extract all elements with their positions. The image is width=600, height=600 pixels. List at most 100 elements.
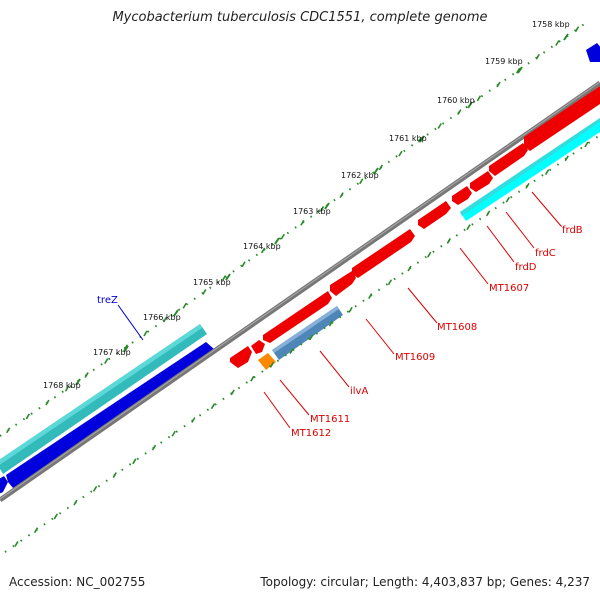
label-trez[interactable]: treZ <box>97 295 118 306</box>
label-frdd[interactable]: frdD <box>515 262 537 273</box>
inner-tick <box>309 334 314 341</box>
feature-trez-rna[interactable] <box>0 324 207 474</box>
leader-frdc <box>505 211 535 249</box>
forward-tracks <box>0 43 600 496</box>
scale-tick <box>324 202 330 210</box>
minor-tick <box>104 358 109 364</box>
minor-tick <box>555 40 560 46</box>
inner-tick <box>407 265 412 272</box>
feature-forward-cds-3[interactable] <box>586 43 600 62</box>
inner-tick <box>53 513 58 520</box>
minor-tick <box>476 95 482 102</box>
feature-mt1609[interactable] <box>263 291 332 343</box>
feature-ilva-shade <box>272 306 339 353</box>
feature-frdd[interactable] <box>418 201 451 229</box>
minor-tick <box>25 413 30 420</box>
minor-tick <box>515 67 521 74</box>
scale-tick <box>517 66 523 74</box>
feature-frdb[interactable] <box>470 171 493 192</box>
feature-forward-cds-1[interactable] <box>6 342 214 488</box>
reverse-tracks <box>230 86 600 370</box>
minor-tick <box>457 109 462 116</box>
leader-trez <box>117 304 144 341</box>
inner-tick <box>525 182 530 189</box>
inner-tick <box>289 348 294 355</box>
minor-tick <box>162 316 168 323</box>
minor-tick <box>45 399 50 406</box>
feature-forward-cds-2[interactable] <box>0 476 8 496</box>
feature-mt1612[interactable] <box>230 346 252 368</box>
scale-tick <box>225 273 231 281</box>
genome-title: Mycobacterium tuberculosis CDC1551, comp… <box>112 10 488 25</box>
scale-label: 1767 kbp <box>93 348 131 357</box>
scale-ticks <box>5 26 580 434</box>
minor-tick <box>123 344 129 351</box>
scale-tick <box>123 345 129 353</box>
feature-frdc[interactable] <box>452 186 472 205</box>
inner-tick <box>387 279 393 286</box>
minor-tick <box>84 372 89 378</box>
feature-mt1608[interactable] <box>330 271 356 296</box>
minor-tick <box>496 81 501 88</box>
inner-tick <box>112 472 117 479</box>
scale-tick <box>274 237 280 245</box>
leader-frdb <box>531 191 562 227</box>
inner-tick <box>151 444 157 451</box>
minor-tick <box>339 192 344 199</box>
leader-mt1612 <box>263 391 291 429</box>
minor-tick <box>5 427 11 434</box>
label-mt1612[interactable]: MT1612 <box>291 428 331 439</box>
inner-tick <box>505 196 510 203</box>
minor-tick <box>260 247 266 254</box>
minor-tick <box>241 261 246 268</box>
inner-tick <box>544 169 550 175</box>
feature-mt1607[interactable] <box>352 229 415 278</box>
inner-tick <box>348 306 353 313</box>
feature-red-upper[interactable] <box>524 86 600 151</box>
feature-orange[interactable] <box>258 353 276 370</box>
inner-tick <box>73 499 78 506</box>
leader-mt1609 <box>365 318 395 355</box>
label-ilva[interactable]: ilvA <box>350 386 368 397</box>
scale-label: 1763 kbp <box>293 207 331 216</box>
inner-tick <box>446 238 452 244</box>
inner-tick <box>171 430 176 437</box>
feature-ilva[interactable] <box>272 306 343 360</box>
minor-tick <box>359 178 364 185</box>
minor-tick <box>202 289 207 295</box>
label-mt1608[interactable]: MT1608 <box>437 322 477 333</box>
inner-tick <box>485 210 491 217</box>
label-frdc[interactable]: frdC <box>535 248 556 259</box>
genome-summary-text: Topology: circular; Length: 4,403,837 bp… <box>260 575 590 589</box>
inner-tick <box>14 541 19 547</box>
minor-tick <box>417 136 423 143</box>
inner-tick <box>584 141 589 148</box>
gene-labels: treZ frdB frdC frdD MT1607 MT1608 MT1609… <box>97 191 583 439</box>
inner-tick <box>427 251 432 258</box>
inner-tick <box>210 403 216 410</box>
label-frdb[interactable]: frdB <box>562 225 583 236</box>
feature-frda[interactable] <box>489 143 528 176</box>
leader-mt1608 <box>407 287 438 324</box>
inner-tick <box>328 320 334 327</box>
leader-frdd <box>486 225 515 263</box>
scale-label: 1760 kbp <box>437 96 475 105</box>
label-mt1609[interactable]: MT1609 <box>395 352 435 363</box>
label-mt1607[interactable]: MT1607 <box>489 283 529 294</box>
label-mt1611[interactable]: MT1611 <box>310 414 350 425</box>
scale-tick <box>563 33 569 41</box>
minor-tick <box>319 206 325 212</box>
accession-text: Accession: NC_002755 <box>9 575 146 589</box>
minor-tick <box>437 123 442 129</box>
scale-tick <box>419 135 425 143</box>
inner-tick <box>92 485 98 492</box>
feature-cyan-lower-shade <box>460 118 600 216</box>
inner-tick <box>368 293 373 299</box>
minor-tick <box>574 26 580 33</box>
feature-mt1611[interactable] <box>251 340 265 354</box>
scale-label: 1765 kbp <box>193 278 231 287</box>
inner-tick <box>564 155 569 162</box>
inner-tick <box>269 361 275 368</box>
feature-trez-highlight <box>0 324 202 465</box>
scale-label: 1759 kbp <box>485 57 523 66</box>
